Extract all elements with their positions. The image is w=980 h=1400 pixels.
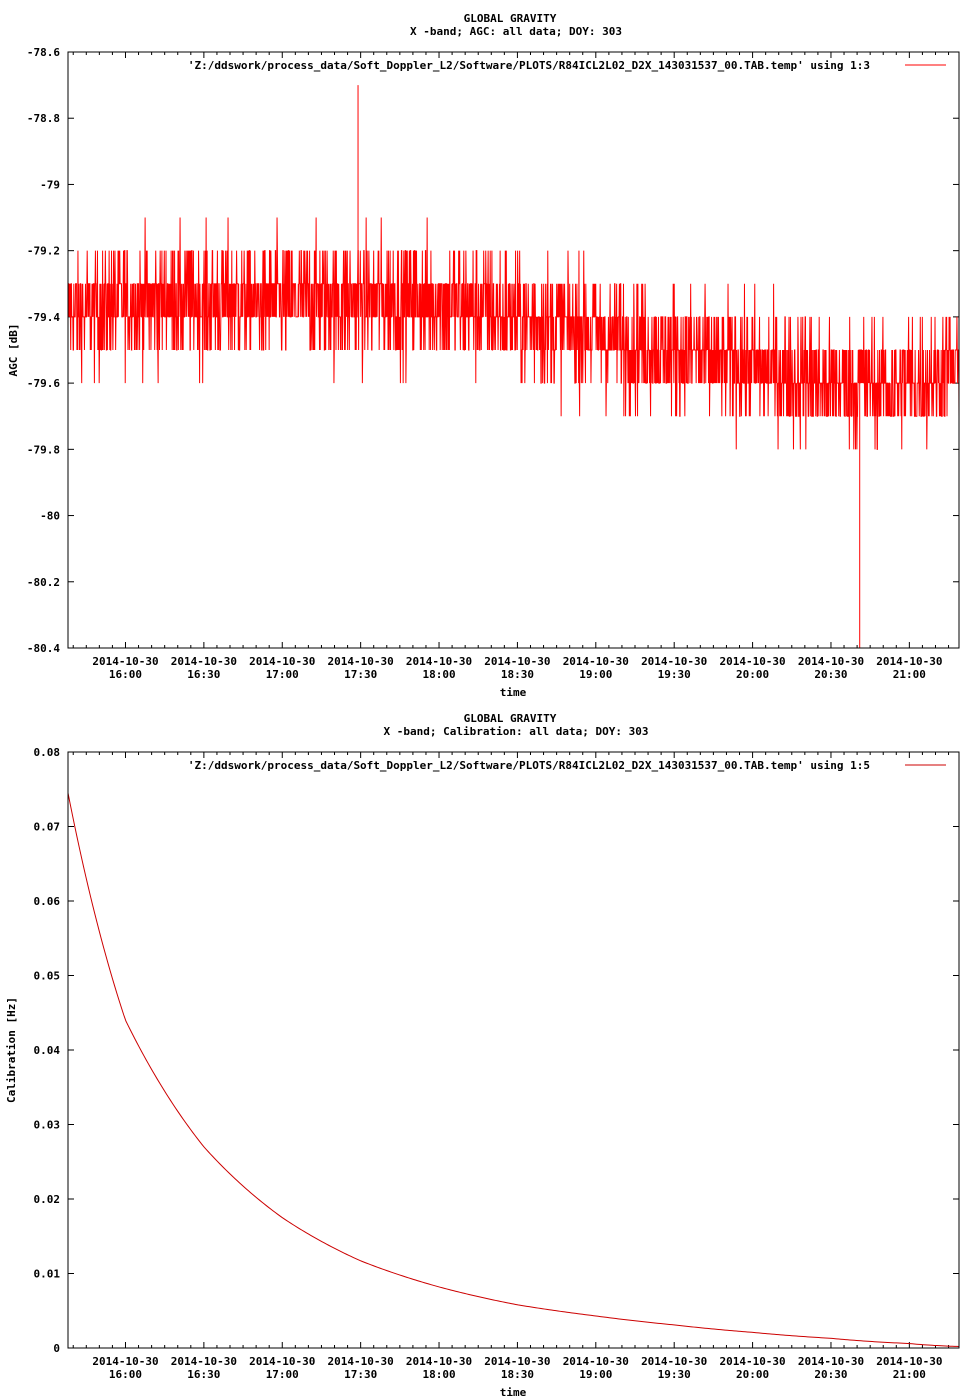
- x-tick-label: 2014-10-30: [328, 655, 394, 668]
- x-tick-label: 17:00: [266, 668, 299, 681]
- x-tick-label: 18:30: [501, 1368, 534, 1381]
- y-tick-label: 0.01: [34, 1268, 61, 1281]
- chart-title: GLOBAL GRAVITY: [464, 12, 557, 25]
- chart-title: GLOBAL GRAVITY: [464, 712, 557, 725]
- x-axis-label: time: [500, 686, 527, 699]
- legend-label: 'Z:/ddswork/process_data/Soft_Doppler_L2…: [188, 59, 870, 72]
- x-tick-label: 17:30: [344, 668, 377, 681]
- x-tick-label: 2014-10-30: [92, 1355, 158, 1368]
- y-tick-label: 0.04: [34, 1044, 61, 1057]
- x-tick-label: 2014-10-30: [641, 1355, 707, 1368]
- x-tick-label: 20:00: [736, 1368, 769, 1381]
- plot-frame: [67, 51, 960, 649]
- x-tick-label: 17:00: [266, 1368, 299, 1381]
- x-tick-label: 2014-10-30: [798, 655, 864, 668]
- x-tick-label: 18:00: [422, 668, 455, 681]
- x-tick-label: 2014-10-30: [876, 1355, 942, 1368]
- y-tick-label: 0.06: [34, 895, 61, 908]
- x-tick-label: 19:00: [579, 1368, 612, 1381]
- x-tick-label: 18:30: [501, 668, 534, 681]
- y-axis-label: AGC [dB]: [7, 324, 20, 377]
- y-tick-label: -79.6: [27, 377, 60, 390]
- y-tick-label: -80.4: [27, 642, 60, 655]
- y-tick-label: -78.8: [27, 112, 60, 125]
- x-tick-label: 21:00: [893, 1368, 926, 1381]
- x-tick-label: 2014-10-30: [249, 655, 315, 668]
- x-tick-label: 2014-10-30: [249, 1355, 315, 1368]
- x-tick-label: 2014-10-30: [484, 655, 550, 668]
- y-tick-label: -79: [40, 178, 60, 191]
- chart-subtitle: X -band; AGC: all data; DOY: 303: [410, 25, 622, 38]
- calibration-chart: GLOBAL GRAVITY X -band; Calibration: all…: [5, 712, 960, 1399]
- y-tick-label: -79.8: [27, 443, 60, 456]
- x-tick-label: 2014-10-30: [406, 1355, 472, 1368]
- y-tick-label: 0.03: [34, 1119, 61, 1132]
- y-tick-label: 0.02: [34, 1193, 61, 1206]
- x-tick-label: 2014-10-30: [406, 655, 472, 668]
- agc-chart: GLOBAL GRAVITY X -band; AGC: all data; D…: [7, 12, 960, 699]
- x-tick-label: 2014-10-30: [484, 1355, 550, 1368]
- x-axis-label: time: [500, 1386, 527, 1399]
- x-tick-label: 16:30: [187, 668, 220, 681]
- x-tick-label: 18:00: [422, 1368, 455, 1381]
- x-tick-label: 2014-10-30: [92, 655, 158, 668]
- y-tick-label: -79.2: [27, 245, 60, 258]
- x-tick-label: 20:30: [814, 668, 847, 681]
- x-tick-label: 2014-10-30: [876, 655, 942, 668]
- x-tick-label: 17:30: [344, 1368, 377, 1381]
- y-tick-label: -78.6: [27, 46, 60, 59]
- y-tick-label: 0.08: [34, 746, 61, 759]
- x-tick-label: 19:30: [658, 668, 691, 681]
- x-tick-label: 2014-10-30: [719, 655, 785, 668]
- x-tick-label: 16:00: [109, 668, 142, 681]
- x-tick-label: 16:30: [187, 1368, 220, 1381]
- y-axis-label: Calibration [Hz]: [5, 997, 18, 1103]
- y-tick-label: 0: [53, 1342, 60, 1355]
- x-tick-label: 21:00: [893, 668, 926, 681]
- x-tick-label: 2014-10-30: [563, 1355, 629, 1368]
- y-tick-label: 0.07: [34, 821, 61, 834]
- x-tick-label: 2014-10-30: [171, 1355, 237, 1368]
- calibration-chart-panel: GLOBAL GRAVITY X -band; Calibration: all…: [0, 700, 980, 1400]
- x-tick-label: 2014-10-30: [719, 1355, 785, 1368]
- y-tick-label: -79.4: [27, 311, 60, 324]
- x-tick-label: 19:00: [579, 668, 612, 681]
- y-tick-label: -80.2: [27, 576, 60, 589]
- x-tick-label: 2014-10-30: [171, 655, 237, 668]
- agc-series-line: [68, 217, 960, 450]
- plot-frame: [67, 751, 960, 1349]
- x-tick-label: 20:30: [814, 1368, 847, 1381]
- x-tick-label: 19:30: [658, 1368, 691, 1381]
- legend-label: 'Z:/ddswork/process_data/Soft_Doppler_L2…: [188, 759, 870, 772]
- x-tick-label: 2014-10-30: [563, 655, 629, 668]
- x-tick-label: 2014-10-30: [798, 1355, 864, 1368]
- x-tick-label: 2014-10-30: [641, 655, 707, 668]
- y-tick-label: 0.05: [34, 970, 61, 983]
- x-tick-label: 20:00: [736, 668, 769, 681]
- calibration-series-line: [67, 792, 960, 1348]
- x-tick-label: 2014-10-30: [328, 1355, 394, 1368]
- y-tick-label: -80: [40, 510, 60, 523]
- x-tick-label: 16:00: [109, 1368, 142, 1381]
- agc-chart-panel: GLOBAL GRAVITY X -band; AGC: all data; D…: [7, 12, 960, 699]
- chart-subtitle: X -band; Calibration: all data; DOY: 303: [384, 725, 649, 738]
